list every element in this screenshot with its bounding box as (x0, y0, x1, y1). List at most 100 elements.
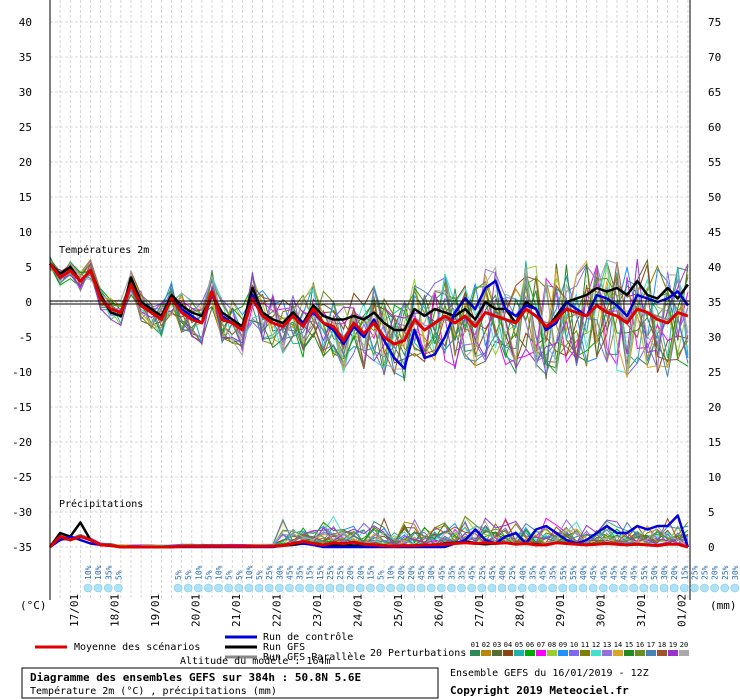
precip-probability-label: 45% (488, 565, 497, 580)
precip-probability-label: 55% (559, 565, 568, 580)
precip-probability-bubble (690, 583, 699, 593)
precip-probability-label: 25% (265, 565, 274, 580)
footer-title: Diagramme des ensembles GEFS sur 384h : … (30, 671, 361, 684)
precip-probability-label: 35% (549, 565, 558, 580)
precip-probability-label: 45% (620, 565, 629, 580)
precip-probability-label: 5% (174, 570, 183, 580)
perturbation-legend-id: 09 (559, 641, 567, 649)
precip-probability-cell: 5% (224, 570, 234, 593)
legend-perturbations-label: 20 Perturbations (370, 648, 466, 659)
y-right-unit: (mm) (710, 599, 737, 612)
precip-probability-label: 45% (437, 565, 446, 580)
precip-probability-cell: 25% (700, 565, 710, 593)
precip-probability-bubble (376, 583, 385, 593)
precip-probability-cell: 30% (659, 565, 669, 593)
legend-parallel-label: Run GFS Parallèle (263, 651, 365, 663)
precip-probability-cell: 45% (598, 565, 608, 593)
y-left-unit: (°C) (20, 599, 47, 612)
series-precip-line-mean (48, 535, 689, 549)
precip-probability-bubble (558, 583, 568, 593)
precip-probability-cell: 20% (406, 565, 416, 593)
precip-probability-bubble (710, 583, 719, 593)
precip-probability-label: 35% (104, 565, 113, 580)
precip-probability-label: 55% (640, 565, 649, 580)
precip-probability-cell: 20% (345, 565, 355, 593)
perturbation-legend-swatch (591, 650, 601, 656)
precip-probability-cell: 25% (720, 565, 730, 593)
precip-probability-cell: 35% (528, 565, 537, 593)
y-left-tick-label: -25 (12, 471, 32, 484)
precip-probability-cell: 10% (214, 565, 224, 593)
perturbation-legend-swatch (470, 650, 480, 656)
main-series-lines (48, 262, 690, 549)
precip-probability-bubble (720, 583, 730, 593)
y-right-tick-label: 60 (708, 121, 721, 134)
y-right-tick-label: 55 (708, 156, 721, 169)
perturbation-legend-swatch (602, 650, 612, 656)
precip-probability-bubble (730, 583, 740, 593)
precip-probability-bubble (103, 583, 113, 593)
precip-probability-bubble (406, 583, 416, 593)
precip-probability-bubble (477, 583, 487, 593)
y-left-tick-label: 15 (19, 191, 32, 204)
precip-probability-cell: 20% (396, 565, 406, 593)
precip-probability-bubble (528, 583, 537, 593)
precip-probability-cell: 15% (305, 565, 315, 593)
precip-probability-bubble (497, 583, 507, 593)
precip-probability-cell: 25% (325, 565, 335, 593)
series-temp-line-gfs (49, 262, 689, 332)
perturbation-legend-id: 19 (669, 641, 677, 649)
precip-probability-bubble (447, 583, 456, 593)
precip-probability-bubble (254, 583, 264, 593)
precip-probability-bubble (679, 583, 689, 593)
y-right-tick-label: 5 (708, 506, 715, 519)
precip-probability-cell: 30% (730, 565, 740, 593)
precip-probability-bubble (649, 583, 659, 593)
precip-probability-cell: 5% (183, 570, 193, 593)
precip-probability-bubble (578, 583, 588, 593)
legend-gfs-label: Run GFS (263, 642, 305, 653)
precip-probability-cell: 5% (173, 570, 183, 593)
precip-probability-cell: 45% (285, 565, 294, 593)
perturbation-legend-swatch (481, 650, 491, 656)
precip-probability-cell: 55% (639, 565, 649, 593)
precip-probability-cell: 15% (679, 565, 689, 593)
precip-probability-label: 5% (377, 570, 386, 580)
y-left-tick-label: 35 (19, 51, 32, 64)
x-date-label: 23/01 (311, 594, 324, 627)
perturbation-legend-id: 12 (592, 641, 600, 649)
precip-probability-bubble (295, 583, 304, 593)
precip-probability-cell: 20% (669, 565, 679, 593)
precip-probability-label: 25% (478, 565, 487, 580)
perturbation-legend-swatch (624, 650, 634, 656)
precip-probability-label: 10% (94, 565, 103, 580)
precip-probability-cell: 45% (487, 565, 497, 593)
perturbation-legend-id: 10 (570, 641, 578, 649)
precip-probability-bubble (467, 583, 476, 593)
x-date-label: 25/01 (392, 594, 405, 627)
precip-probability-cell: 5% (254, 570, 264, 593)
precip-probability-cell: 35% (548, 565, 558, 593)
precip-probability-label: 25% (508, 565, 517, 580)
x-date-label: 24/01 (352, 594, 365, 627)
precip-probability-cell: 40% (517, 565, 527, 593)
perturbation-legend-swatch (580, 650, 590, 656)
x-date-label: 27/01 (473, 594, 486, 627)
precip-probability-label: 15% (680, 565, 689, 580)
precip-probability-bubble (416, 583, 426, 593)
precip-probability-cell: 15% (366, 565, 375, 593)
legend-mean-label: Moyenne des scénarios (74, 641, 200, 653)
y-left-tick-label: 30 (19, 86, 32, 99)
precip-probability-label: 20% (397, 565, 406, 580)
precip-probability-bubble (83, 583, 93, 593)
legend-altitude: Altitude du modèle : 164m (180, 655, 331, 667)
precip-probability-bubble (183, 583, 193, 593)
perturbation-legend-id: 06 (526, 641, 534, 649)
precip-probability-label: 45% (468, 565, 477, 580)
perturbation-legend-id: 05 (515, 641, 523, 649)
precip-probability-label: 35% (447, 565, 456, 580)
precip-probability-bubble (386, 583, 395, 593)
x-date-label: 29/01 (554, 594, 567, 627)
precip-probability-cell: 45% (538, 565, 548, 593)
precip-probability-bubble (315, 583, 325, 593)
